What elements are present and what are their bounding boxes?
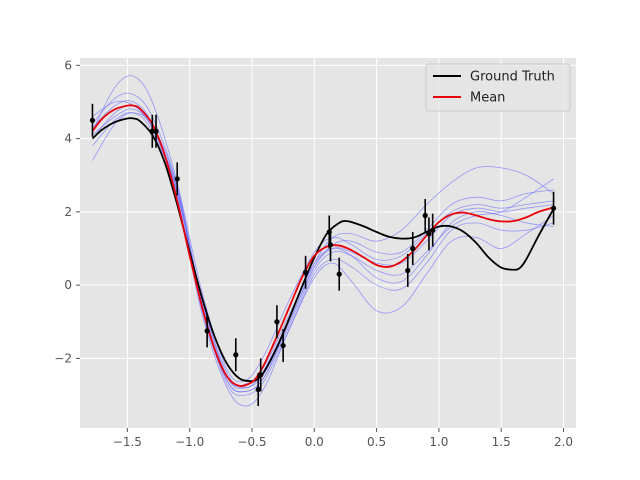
observation-point [274,319,280,325]
plot-background [80,58,576,428]
mean-series [91,104,554,387]
y-tick-label: 2 [64,205,72,219]
x-tick-label: 0.5 [367,435,386,449]
observation-point [430,227,436,233]
observation-point [302,269,309,275]
x-axis-ticks: −1.5 −1.0 −0.5 0.0 0.5 1.0 1.5 2.0 [113,428,573,449]
sample-path-line [92,112,554,407]
observations [89,103,557,407]
observation-point [327,242,334,248]
observation-point [550,205,557,211]
x-tick-label: −0.5 [237,435,266,449]
y-tick-label: 6 [64,58,72,72]
observation-point [153,128,159,134]
x-tick-label: 0.0 [305,435,324,449]
observation-point [280,342,286,349]
observation-point [149,128,155,134]
observation-point [204,328,210,334]
x-tick-label: 2.0 [554,435,573,449]
ground-truth-line [91,117,555,383]
legend-box [425,63,571,112]
observation-point [426,231,432,237]
observation-point [89,117,96,123]
observation-point [405,267,411,274]
y-tick-label: 4 [64,132,72,146]
x-tick-label: 1.5 [492,435,511,449]
x-tick-label: −1.0 [175,435,204,449]
x-tick-label: 1.0 [429,435,448,449]
y-tick-label: 0 [64,278,72,292]
legend-mean-label: Mean [470,91,505,106]
observation-point [174,176,180,182]
observation-point [410,245,416,252]
y-tick-label: −2 [54,351,72,365]
observation-point [258,372,264,378]
legend: Ground Truth Mean [425,63,571,112]
observation-point [336,271,342,277]
sample-path-line [92,92,554,387]
sample-path-line [92,104,554,393]
sample-path-line [92,75,554,383]
observation-point [422,212,428,219]
mean-line [91,104,554,387]
sample-path-line [92,112,554,397]
ground-truth-series [91,117,555,383]
legend-ground-truth-label: Ground Truth [470,70,555,85]
observation-point [233,352,239,358]
x-tick-label: −1.5 [113,435,142,449]
y-axis-ticks: −2 0 2 4 6 [54,58,80,365]
observation-point [255,386,261,393]
